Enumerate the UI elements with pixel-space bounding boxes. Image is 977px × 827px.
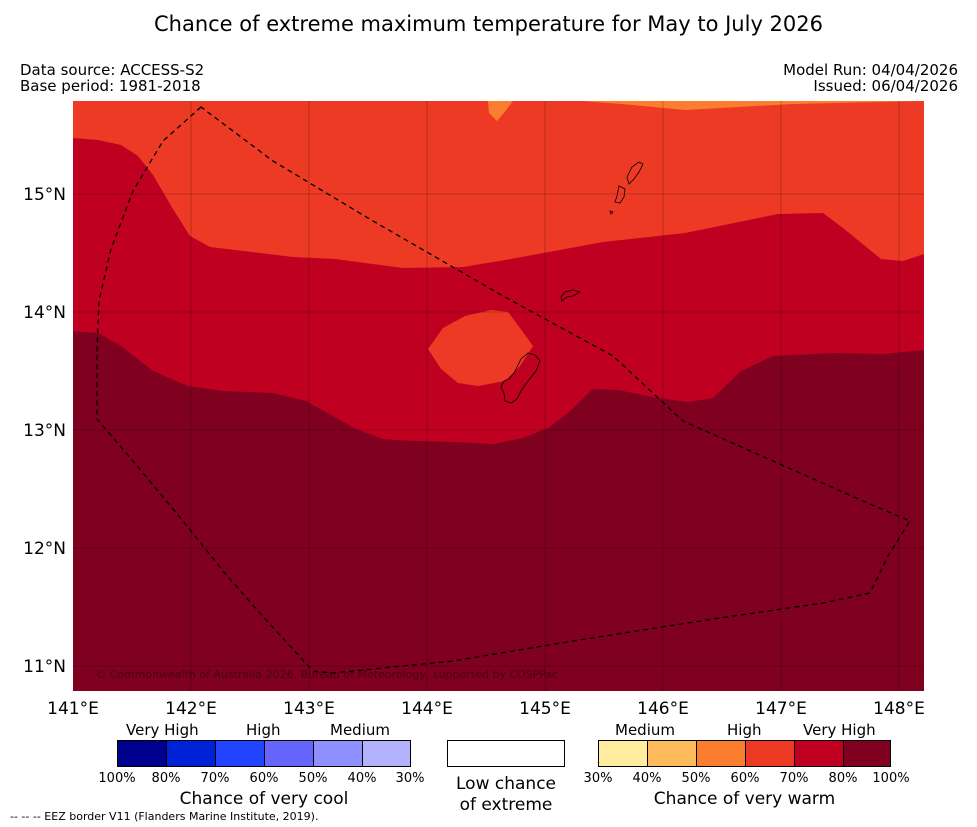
lat-label: 11°N <box>23 657 66 677</box>
cool-swatch <box>215 740 265 767</box>
warm-swatch <box>696 740 746 767</box>
island-aguijan <box>609 210 614 215</box>
neutral-swatch <box>447 740 565 767</box>
lon-label: 147°E <box>755 699 807 719</box>
zone-50-60-north <box>488 101 924 110</box>
cool-tick: 60% <box>249 771 279 786</box>
cool-level-high: High <box>246 721 281 739</box>
warm-tick: 100% <box>872 771 910 786</box>
data-source: Data source: ACCESS-S2 <box>20 61 205 79</box>
cool-swatch <box>166 740 216 767</box>
eez-footnote: -- -- -- EEZ border V11 (Flanders Marine… <box>10 810 319 823</box>
lon-label: 148°E <box>873 699 925 719</box>
forecast-map <box>73 101 924 691</box>
cool-tick: 40% <box>347 771 377 786</box>
island-rota <box>560 289 582 302</box>
cool-tick: 50% <box>298 771 328 786</box>
cool-swatch <box>362 740 411 767</box>
warm-tick: 30% <box>583 771 613 786</box>
island-saipan <box>626 161 644 185</box>
base-period: Base period: 1981-2018 <box>20 77 201 95</box>
lon-label: 142°E <box>165 699 217 719</box>
lat-label: 15°N <box>23 185 66 205</box>
lat-label: 14°N <box>23 303 66 323</box>
cool-swatch <box>313 740 363 767</box>
lon-label: 146°E <box>637 699 689 719</box>
cool-swatch <box>264 740 314 767</box>
model-run: Model Run: 04/04/2026 <box>783 61 958 79</box>
lon-label: 144°E <box>401 699 453 719</box>
warm-tick: 50% <box>681 771 711 786</box>
warm-tick: 40% <box>632 771 662 786</box>
coastline <box>500 161 644 404</box>
lon-label: 141°E <box>47 699 99 719</box>
warm-level-medium: Medium <box>615 721 675 739</box>
island-tinian <box>614 185 626 204</box>
island-guam <box>500 352 541 404</box>
zone-80-100-south <box>73 331 924 691</box>
warm-swatch <box>647 740 697 767</box>
lat-label: 12°N <box>23 539 66 559</box>
warm-swatch <box>745 740 795 767</box>
cool-level-very-high: Very High <box>126 721 199 739</box>
warm-swatch <box>598 740 648 767</box>
warm-tick: 60% <box>730 771 760 786</box>
warm-level-very-high: Very High <box>803 721 876 739</box>
neutral-caption-line1: Low chance <box>456 774 556 794</box>
zone-60-70-islet <box>428 310 533 386</box>
lon-label: 145°E <box>519 699 571 719</box>
issued-date: Issued: 06/04/2026 <box>813 77 958 95</box>
cool-caption: Chance of very cool <box>179 789 349 809</box>
warm-tick: 70% <box>779 771 809 786</box>
cool-tick: 100% <box>98 771 136 786</box>
neutral-caption-line2: of extreme <box>459 795 553 815</box>
cool-tick: 80% <box>151 771 181 786</box>
lat-label: 13°N <box>23 421 66 441</box>
warm-swatch <box>843 740 891 767</box>
zone-60-70-north <box>73 101 924 268</box>
cool-swatch <box>117 740 167 767</box>
cool-level-medium: Medium <box>330 721 390 739</box>
cool-tick: 70% <box>200 771 230 786</box>
zone-50-60-tip <box>488 101 513 121</box>
cool-tick: 30% <box>395 771 425 786</box>
map-title: Chance of extreme maximum temperature fo… <box>153 12 823 36</box>
warm-tick: 80% <box>828 771 858 786</box>
warm-caption: Chance of very warm <box>653 789 836 809</box>
lon-label: 143°E <box>283 699 335 719</box>
graticule <box>73 101 924 691</box>
warm-swatch <box>794 740 844 767</box>
copyright-notice: © Commonwealth of Australia 2026, Bureau… <box>95 668 559 681</box>
warm-level-high: High <box>727 721 762 739</box>
